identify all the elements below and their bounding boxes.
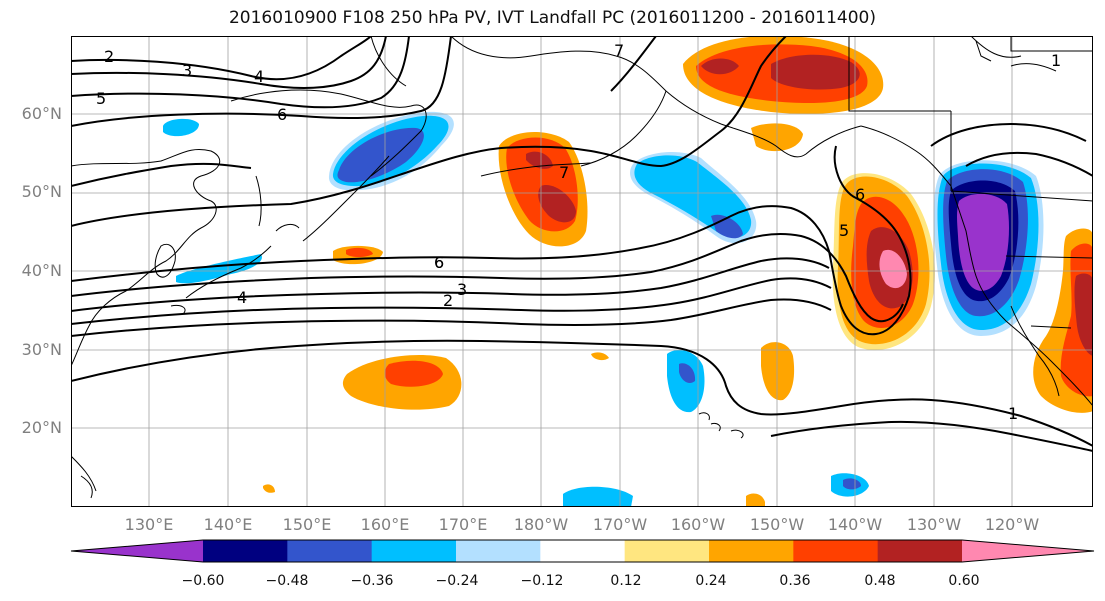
lon-label-150e: 150°E bbox=[282, 515, 332, 534]
contour-label-7a: 7 bbox=[559, 163, 569, 182]
map-title: 2016010900 F108 250 hPa PV, IVT Landfall… bbox=[228, 8, 876, 28]
colorbar-tick-neg060: −0.60 bbox=[181, 573, 225, 589]
lon-label-170e: 170°E bbox=[438, 515, 488, 534]
lat-label-20n: 20°N bbox=[21, 418, 62, 437]
contour-label-5b: 5 bbox=[839, 221, 849, 240]
lon-label-140w: 140°W bbox=[827, 515, 883, 534]
lon-label-140e: 140°E bbox=[203, 515, 253, 534]
lon-label-160w: 160°W bbox=[670, 515, 726, 534]
lon-label-170w: 170°W bbox=[592, 515, 648, 534]
colorbar-tick-036: 0.36 bbox=[779, 573, 811, 589]
colorbar-extend-min bbox=[71, 540, 203, 562]
pv-contours bbox=[71, 36, 1093, 452]
lon-label-130e: 130°E bbox=[124, 515, 174, 534]
colorbar-cell bbox=[456, 540, 541, 562]
colorbar-tick-neg012: −0.12 bbox=[520, 573, 564, 589]
lat-label-50n: 50°N bbox=[21, 182, 62, 201]
lat-label-40n: 40°N bbox=[21, 261, 62, 280]
lat-label-30n: 30°N bbox=[21, 340, 62, 359]
contour-label-6b: 6 bbox=[434, 253, 444, 272]
colorbar-cell bbox=[877, 540, 963, 562]
coastlines bbox=[71, 36, 1093, 499]
colorbar-outline bbox=[70, 539, 1095, 563]
graticule bbox=[71, 36, 1093, 507]
colorbar-cell bbox=[287, 540, 373, 562]
colorbar-tick-024: 0.24 bbox=[695, 573, 727, 589]
lon-label-150w: 150°W bbox=[749, 515, 805, 534]
contour-label-5: 5 bbox=[96, 89, 106, 108]
colorbar-cell bbox=[203, 540, 288, 562]
colorbar-tick-048: 0.48 bbox=[864, 573, 896, 589]
contour-label-7b: 7 bbox=[614, 41, 624, 60]
lon-label-130w: 130°W bbox=[906, 515, 962, 534]
colorbar-tick-neg024: −0.24 bbox=[435, 573, 479, 589]
colorbar-cell bbox=[540, 540, 626, 562]
pv-contour-labels: 2 3 4 5 6 6 7 6 5 6 2 3 4 1 7 1 bbox=[96, 41, 1061, 423]
colorbar-tick-060: 0.60 bbox=[948, 573, 980, 589]
contour-label-2b: 2 bbox=[443, 291, 453, 310]
contour-label-6a: 6 bbox=[277, 105, 287, 124]
lon-label-160e: 160°E bbox=[360, 515, 410, 534]
lat-label-60n: 60°N bbox=[21, 104, 62, 123]
contour-label-6d: 6 bbox=[434, 253, 444, 272]
lon-label-120w: 120°W bbox=[984, 515, 1040, 534]
ivt-shading bbox=[163, 36, 1093, 507]
colorbar-tick-neg048: −0.48 bbox=[265, 573, 309, 589]
colorbar-cell bbox=[793, 540, 879, 562]
contour-label-3b: 3 bbox=[457, 280, 467, 299]
contour-label-6c: 6 bbox=[855, 185, 865, 204]
contour-label-2: 2 bbox=[104, 47, 114, 66]
colorbar-cell bbox=[709, 540, 794, 562]
colorbar bbox=[70, 539, 1095, 563]
colorbar-tick-neg036: −0.36 bbox=[350, 573, 394, 589]
colorbar-tick-012: 0.12 bbox=[610, 573, 642, 589]
contour-label-1a: 1 bbox=[1008, 404, 1018, 423]
lon-label-180w: 180°W bbox=[513, 515, 569, 534]
contour-label-4: 4 bbox=[254, 67, 264, 86]
colorbar-cell bbox=[624, 540, 710, 562]
contour-label-4b: 4 bbox=[237, 288, 247, 307]
colorbar-cell bbox=[371, 540, 457, 562]
colorbar-extend-max bbox=[962, 540, 1094, 562]
contour-label-1b: 1 bbox=[1051, 51, 1061, 70]
map-panel: 2 3 4 5 6 6 7 6 5 6 2 3 4 1 7 1 bbox=[71, 36, 1093, 507]
contour-label-3: 3 bbox=[182, 61, 192, 80]
